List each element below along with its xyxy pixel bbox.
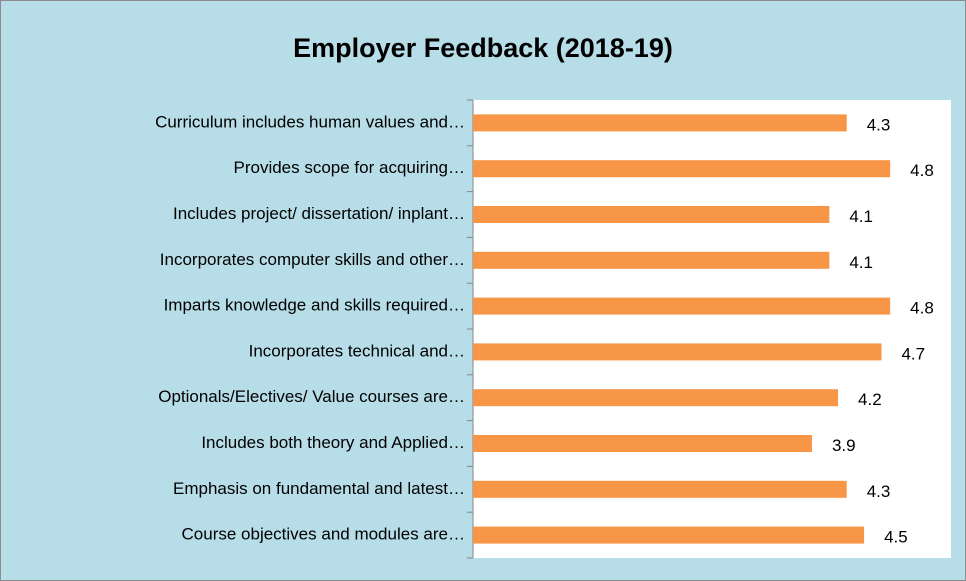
bar — [473, 114, 847, 132]
category-label: Curriculum includes human values and… — [155, 112, 465, 131]
bar — [473, 435, 812, 452]
value-label: 4.2 — [858, 390, 882, 409]
chart-title: Employer Feedback (2018-19) — [293, 33, 673, 63]
category-label: Incorporates technical and… — [249, 341, 465, 360]
category-label: Course objectives and modules are… — [182, 525, 465, 544]
value-label: 4.5 — [884, 528, 908, 547]
bar — [473, 480, 847, 498]
value-label: 4.1 — [849, 207, 873, 226]
category-label: Optionals/Electives/ Value courses are… — [158, 387, 465, 406]
value-label: 4.7 — [901, 344, 925, 363]
bar — [473, 389, 839, 407]
bar — [473, 206, 830, 223]
category-label: Incorporates computer skills and other… — [160, 250, 465, 269]
category-label: Imparts knowledge and skills required… — [164, 296, 465, 315]
bar — [473, 251, 830, 269]
category-label: Emphasis on fundamental and latest… — [173, 479, 465, 498]
bar — [473, 526, 865, 544]
value-label: 4.3 — [867, 482, 891, 501]
category-label: Includes project/ dissertation/ inplant… — [173, 204, 465, 223]
bar — [473, 297, 891, 315]
bar — [473, 343, 882, 361]
value-label: 4.8 — [910, 299, 934, 318]
category-label: Includes both theory and Applied… — [201, 433, 465, 452]
value-label: 4.8 — [910, 161, 934, 180]
category-label: Provides scope for acquiring… — [233, 158, 465, 177]
value-label: 4.3 — [867, 115, 891, 134]
bar — [473, 160, 891, 178]
value-label: 4.1 — [849, 253, 873, 272]
value-label: 3.9 — [832, 436, 856, 455]
